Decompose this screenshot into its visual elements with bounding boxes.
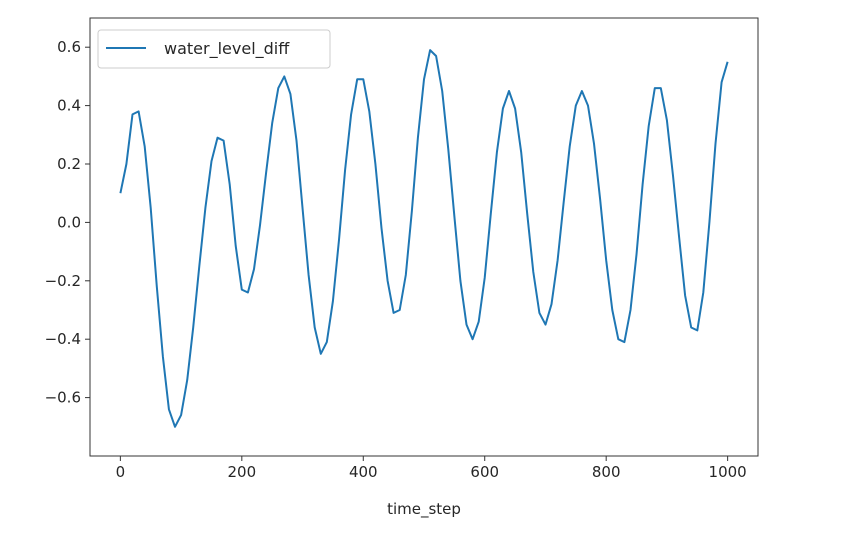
series-layer bbox=[119, 49, 729, 428]
x-tick-label: 400 bbox=[349, 463, 378, 481]
x-tick-label: 1000 bbox=[709, 463, 747, 481]
y-tick-label: 0.6 bbox=[57, 38, 81, 56]
y-tick-label: −0.4 bbox=[45, 330, 81, 348]
x-axis: 0 200 400 600 800 1000 bbox=[116, 456, 747, 481]
legend-entry-water-level-diff: water_level_diff bbox=[164, 39, 290, 59]
plot-frame bbox=[89, 17, 759, 457]
x-tick-label: 0 bbox=[116, 463, 126, 481]
y-axis: −0.6 −0.4 −0.2 0.0 0.2 0.4 0.6 bbox=[45, 38, 90, 407]
x-tick-label: 200 bbox=[227, 463, 256, 481]
y-tick-label: 0.4 bbox=[57, 97, 81, 115]
y-tick-label: −0.6 bbox=[45, 389, 81, 407]
x-axis-label: time_step bbox=[387, 500, 461, 519]
x-tick-label: 800 bbox=[592, 463, 621, 481]
series-line-water-level-diff bbox=[119, 49, 729, 428]
legend-box bbox=[97, 29, 331, 69]
y-tick-label: 0.2 bbox=[57, 155, 81, 173]
y-tick-label: 0.0 bbox=[57, 213, 81, 231]
x-tick-label: 600 bbox=[470, 463, 499, 481]
y-tick-label: −0.2 bbox=[45, 272, 81, 290]
legend: water_level_diff bbox=[97, 29, 331, 69]
